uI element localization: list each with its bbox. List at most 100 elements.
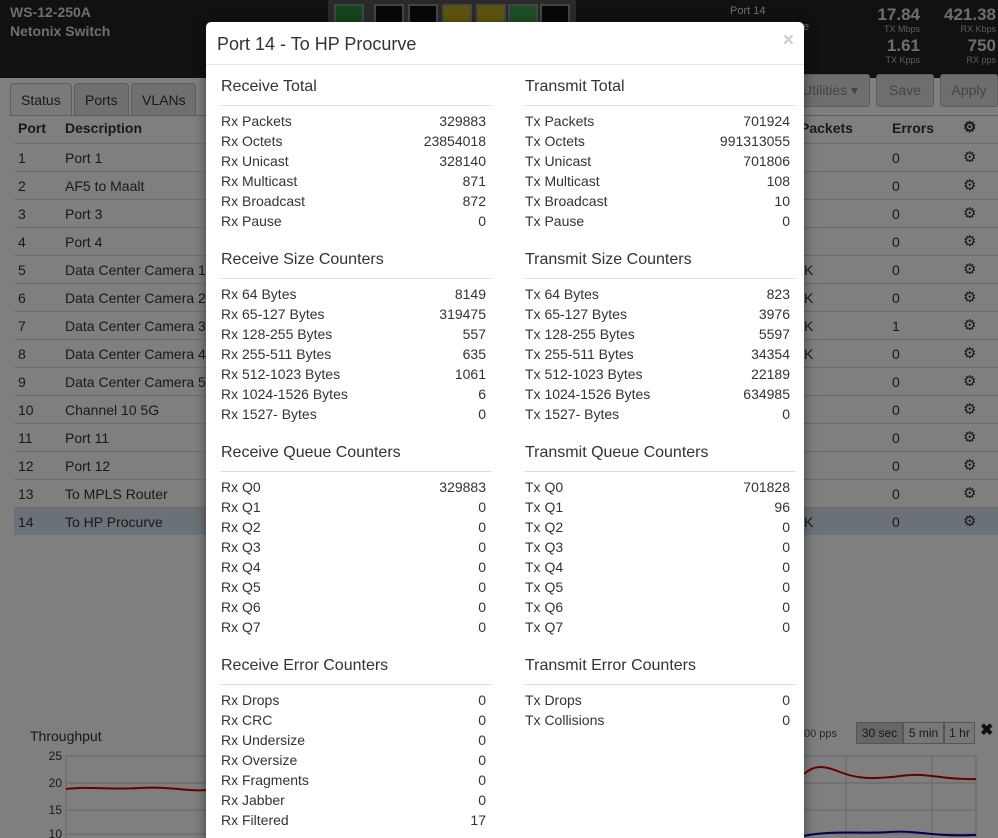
counter-row: Rx 65-127 Bytes 319475 bbox=[221, 304, 486, 324]
counter-label: Rx Packets bbox=[221, 113, 292, 129]
counter-row: Tx Packets 701924 bbox=[525, 111, 790, 131]
counter-row: Rx Q7 0 bbox=[221, 617, 486, 637]
section-title: Transmit Queue Counters bbox=[525, 444, 709, 461]
counter-label: Rx 1024-1526 Bytes bbox=[221, 386, 348, 402]
counter-label: Rx Q1 bbox=[221, 499, 261, 515]
counter-row: Tx Q1 96 bbox=[525, 497, 790, 517]
counter-label: Rx Q0 bbox=[221, 479, 261, 495]
counter-value: 3976 bbox=[758, 306, 790, 322]
section-divider bbox=[525, 105, 795, 106]
counter-label: Rx Q4 bbox=[221, 559, 261, 575]
counter-value: 871 bbox=[462, 173, 486, 189]
counter-value: 0 bbox=[782, 599, 790, 615]
counter-value: 0 bbox=[478, 539, 486, 555]
counter-row: Rx Octets 23854018 bbox=[221, 131, 486, 151]
section-divider bbox=[221, 278, 491, 279]
counter-label: Tx Q1 bbox=[525, 499, 564, 515]
counter-value: 329883 bbox=[439, 113, 486, 129]
counter-value: 34354 bbox=[751, 346, 790, 362]
counter-row: Tx Q0 701828 bbox=[525, 477, 790, 497]
counter-row: Tx 64 Bytes 823 bbox=[525, 284, 790, 304]
counter-value: 823 bbox=[766, 286, 790, 302]
counter-value: 0 bbox=[782, 579, 790, 595]
counter-value: 328140 bbox=[439, 153, 486, 169]
counter-label: Rx 128-255 Bytes bbox=[221, 326, 333, 342]
counter-label: Rx 1527- Bytes bbox=[221, 406, 317, 422]
counter-row: Tx Pause 0 bbox=[525, 211, 790, 231]
counter-label: Rx Filtered bbox=[221, 812, 289, 828]
counter-row: Rx Q2 0 bbox=[221, 517, 486, 537]
counter-label: Rx Undersize bbox=[221, 732, 306, 748]
section-title: Receive Total bbox=[221, 78, 317, 95]
section-divider bbox=[221, 684, 491, 685]
counter-row: Rx 255-511 Bytes 635 bbox=[221, 344, 486, 364]
counter-label: Rx Jabber bbox=[221, 792, 285, 808]
section-title: Receive Queue Counters bbox=[221, 444, 401, 461]
section-divider bbox=[525, 471, 795, 472]
section-title: Receive Error Counters bbox=[221, 657, 389, 674]
section-divider bbox=[221, 471, 491, 472]
counter-row: Tx 1024-1526 Bytes 634985 bbox=[525, 384, 790, 404]
counter-row: Rx Pause 0 bbox=[221, 211, 486, 231]
counter-row: Rx Q1 0 bbox=[221, 497, 486, 517]
counter-label: Tx Packets bbox=[525, 113, 595, 129]
section-title: Transmit Size Counters bbox=[525, 251, 692, 268]
counter-row: Tx Q3 0 bbox=[525, 537, 790, 557]
counter-label: Rx 255-511 Bytes bbox=[221, 346, 332, 362]
counter-row: Rx 1024-1526 Bytes 6 bbox=[221, 384, 486, 404]
counter-row: Tx Q6 0 bbox=[525, 597, 790, 617]
counter-label: Tx Q7 bbox=[525, 619, 564, 635]
counter-row: Rx 512-1023 Bytes 1061 bbox=[221, 364, 486, 384]
counter-row: Tx 1527- Bytes 0 bbox=[525, 404, 790, 424]
counter-value: 108 bbox=[766, 173, 790, 189]
counter-row: Rx Q3 0 bbox=[221, 537, 486, 557]
counter-row: Tx Octets 991313055 bbox=[525, 131, 790, 151]
counter-label: Tx Drops bbox=[525, 692, 582, 708]
counter-value: 701806 bbox=[743, 153, 790, 169]
counter-row: Tx Broadcast 10 bbox=[525, 191, 790, 211]
counter-value: 0 bbox=[782, 619, 790, 635]
counter-value: 0 bbox=[478, 559, 486, 575]
counter-value: 0 bbox=[782, 539, 790, 555]
counter-label: Rx 512-1023 Bytes bbox=[221, 366, 341, 382]
counter-value: 0 bbox=[478, 792, 486, 808]
modal-close-icon[interactable]: × bbox=[782, 30, 794, 51]
counter-label: Tx Unicast bbox=[525, 153, 592, 169]
counter-row: Rx Undersize 0 bbox=[221, 730, 486, 750]
counter-row: Tx Collisions 0 bbox=[525, 710, 790, 730]
counter-value: 0 bbox=[478, 619, 486, 635]
counter-value: 17 bbox=[470, 812, 486, 828]
counter-value: 5597 bbox=[758, 326, 790, 342]
counter-value: 701924 bbox=[743, 113, 790, 129]
counter-row: Rx Multicast 871 bbox=[221, 171, 486, 191]
counter-value: 0 bbox=[478, 579, 486, 595]
counter-value: 0 bbox=[782, 559, 790, 575]
counter-row: Rx Packets 329883 bbox=[221, 111, 486, 131]
counter-label: Rx Drops bbox=[221, 692, 280, 708]
counter-value: 1061 bbox=[454, 366, 486, 382]
counter-label: Rx Broadcast bbox=[221, 193, 306, 209]
counter-label: Tx 255-511 Bytes bbox=[525, 346, 634, 362]
modal-title: Port 14 - To HP Procurve bbox=[217, 34, 417, 54]
counter-value: 991313055 bbox=[719, 133, 790, 149]
counter-value: 0 bbox=[782, 406, 790, 422]
counter-label: Rx Q5 bbox=[221, 579, 261, 595]
counter-label: Tx Broadcast bbox=[525, 193, 608, 209]
counter-row: Tx 128-255 Bytes 5597 bbox=[525, 324, 790, 344]
counter-row: Tx Drops 0 bbox=[525, 690, 790, 710]
counter-row: Rx Drops 0 bbox=[221, 690, 486, 710]
counter-label: Rx Unicast bbox=[221, 153, 289, 169]
counter-value: 872 bbox=[462, 193, 486, 209]
counter-row: Rx Jabber 0 bbox=[221, 790, 486, 810]
counter-label: Rx Q3 bbox=[221, 539, 261, 555]
counter-value: 10 bbox=[774, 193, 790, 209]
counter-label: Tx 1024-1526 Bytes bbox=[525, 386, 651, 402]
counter-value: 96 bbox=[774, 499, 790, 515]
section-divider bbox=[221, 105, 491, 106]
counter-value: 0 bbox=[478, 772, 486, 788]
counter-row: Rx Q6 0 bbox=[221, 597, 486, 617]
counter-row: Tx Q5 0 bbox=[525, 577, 790, 597]
counter-label: Rx Fragments bbox=[221, 772, 309, 788]
counter-row: Tx Multicast 108 bbox=[525, 171, 790, 191]
counter-value: 8149 bbox=[454, 286, 486, 302]
